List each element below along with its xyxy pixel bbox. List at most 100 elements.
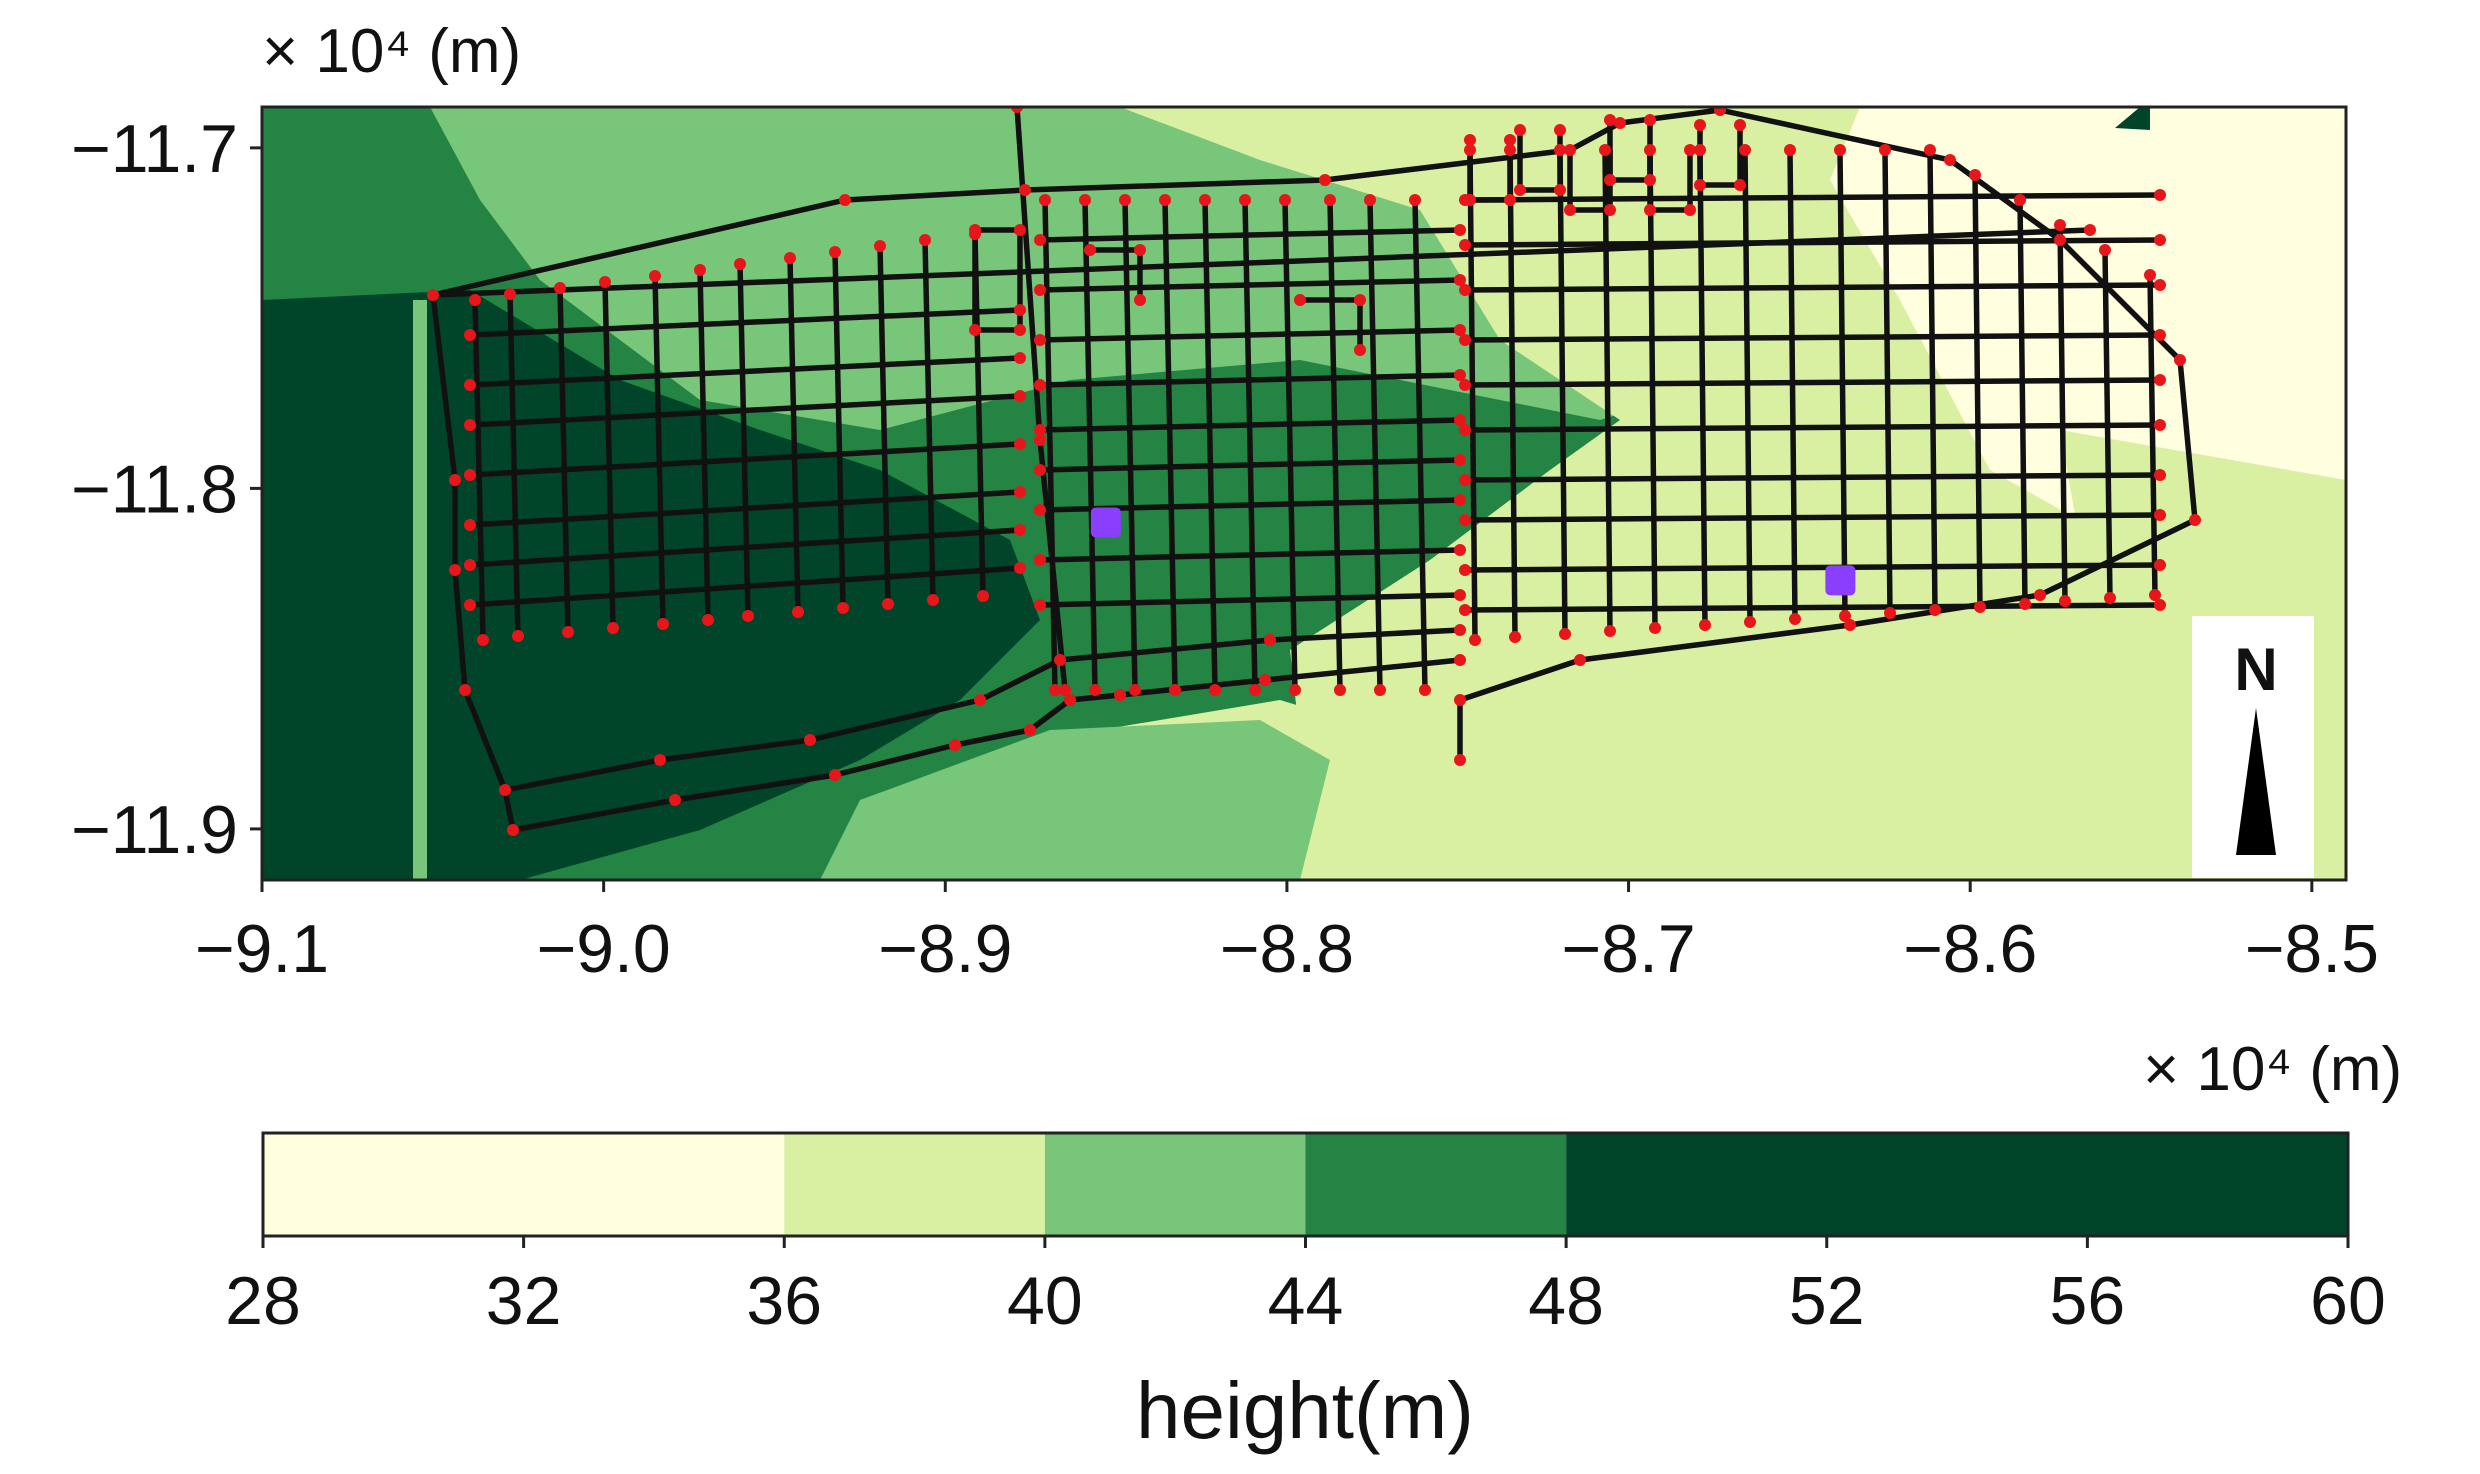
colorbar-bin: [1305, 1133, 1567, 1236]
road-node: [1239, 194, 1251, 206]
road-node: [1454, 654, 1466, 666]
road-node: [1014, 438, 1026, 450]
road-node: [919, 234, 931, 246]
source-nodes: [1090, 507, 1856, 596]
road-segment: [1039, 327, 1461, 343]
road-node: [792, 606, 804, 618]
road-node: [1644, 144, 1656, 156]
road-node: [1554, 184, 1566, 196]
road-node: [974, 694, 986, 706]
road-segment: [469, 527, 1021, 568]
y-multiplier-label: × 10⁴ (m): [262, 17, 521, 86]
road-node: [1649, 622, 1661, 634]
road-node: [1839, 610, 1851, 622]
road-node: [742, 610, 754, 622]
road-node: [1454, 544, 1466, 556]
road-node: [1279, 194, 1291, 206]
road-node: [969, 224, 981, 236]
road-node: [649, 270, 661, 282]
road-segment: [1039, 227, 1461, 243]
road-segment: [1464, 332, 2161, 343]
road-node: [464, 329, 476, 341]
road-node: [1159, 194, 1171, 206]
road-node: [1504, 144, 1516, 156]
road-node: [1969, 169, 1981, 181]
road-segment: [1202, 199, 1218, 691]
road-segment: [1039, 547, 1461, 563]
road-node: [1459, 474, 1471, 486]
road-node: [599, 276, 611, 288]
road-node: [1614, 117, 1626, 129]
road-node: [2154, 419, 2166, 431]
road-node: [1714, 107, 1726, 116]
road-node: [1694, 144, 1706, 156]
road-segment: [1464, 377, 2161, 388]
colorbar-bin: [263, 1133, 785, 1236]
road-node: [1604, 625, 1616, 637]
road-segment: [469, 565, 1021, 608]
road-segment: [697, 269, 711, 621]
road-node: [2154, 559, 2166, 571]
road-node: [504, 288, 516, 300]
road-node: [449, 474, 461, 486]
road-node: [1509, 631, 1521, 643]
x-tick-label: −8.5: [2245, 911, 2379, 987]
road-segment: [1042, 199, 1058, 691]
road-node: [1014, 562, 1026, 574]
colorbar-bin: [1566, 1133, 2348, 1236]
road-node: [1014, 304, 1026, 316]
road-node: [1169, 684, 1181, 696]
road-node: [2154, 279, 2166, 291]
road-node: [1464, 134, 1476, 146]
road-node: [669, 794, 681, 806]
road-node: [839, 194, 851, 206]
road-node: [1129, 684, 1141, 696]
road-node: [1079, 194, 1091, 206]
road-segment: [2017, 199, 2028, 605]
x-tick-label: −9.1: [195, 911, 329, 987]
road-node: [2154, 374, 2166, 386]
road-node: [2034, 589, 2046, 601]
y-axis: −11.7 −11.8 −11.9: [71, 111, 262, 868]
road-node: [1604, 174, 1616, 186]
road-segment: [469, 441, 1021, 478]
colorbar-bin: [1044, 1133, 1306, 1236]
road-node: [1324, 194, 1336, 206]
road-node: [1034, 234, 1046, 246]
road-node: [927, 594, 939, 606]
road-node: [1459, 334, 1471, 346]
road-segment: [1464, 237, 2161, 248]
road-node: [1084, 244, 1096, 256]
road-segment: [877, 245, 891, 605]
road-node: [1454, 414, 1466, 426]
road-node: [1459, 564, 1471, 576]
road-node: [1034, 599, 1046, 611]
colorbar-multiplier-label: × 10⁴ (m): [2143, 1035, 2402, 1104]
road-node: [1944, 154, 1956, 166]
source-node-marker: [1825, 565, 1856, 596]
road-node: [1034, 434, 1046, 446]
road-node: [1504, 134, 1516, 146]
road-node: [1454, 624, 1466, 636]
road-node: [499, 784, 511, 796]
road-node: [2019, 598, 2031, 610]
road-segment: [1039, 417, 1461, 433]
road-segment: [1464, 562, 2161, 573]
road-node: [882, 598, 894, 610]
road-node: [1209, 684, 1221, 696]
road-node: [2054, 219, 2066, 231]
road-segment: [472, 299, 486, 641]
road-segment: [1039, 457, 1461, 473]
road-node: [2154, 189, 2166, 201]
colorbar-tick-label: 32: [486, 1263, 562, 1339]
road-node: [1644, 174, 1656, 186]
road-node: [2154, 329, 2166, 341]
road-node: [1064, 694, 1076, 706]
road-node: [1564, 204, 1576, 216]
road-node: [507, 824, 519, 836]
road-node: [1289, 684, 1301, 696]
colorbar-tick-label: 44: [1268, 1263, 1344, 1339]
road-node: [607, 622, 619, 634]
north-arrow-label: N: [2234, 636, 2277, 703]
road-node: [1264, 634, 1276, 646]
